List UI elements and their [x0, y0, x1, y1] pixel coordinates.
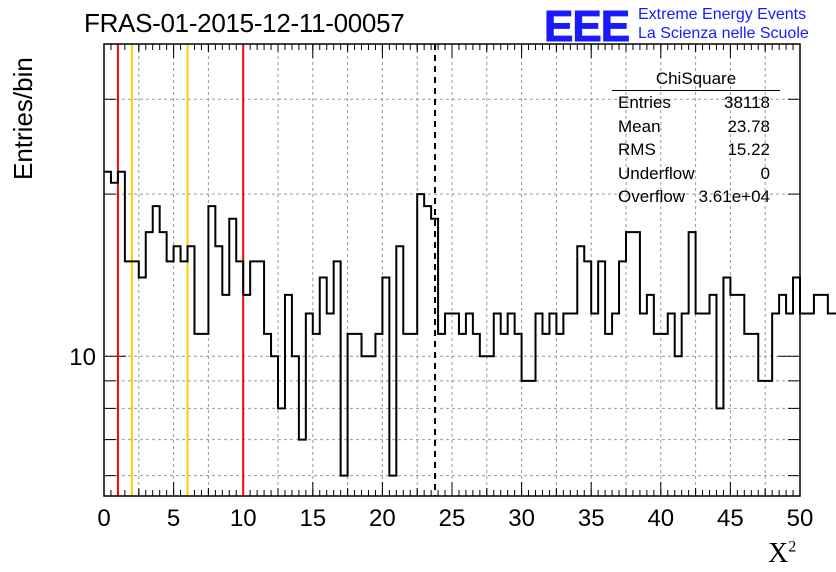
x-tick-label: 45 [717, 505, 744, 532]
stats-label: Overflow [618, 187, 686, 207]
stats-box-title: ChiSquare [612, 68, 780, 91]
x-tick-label: 20 [369, 505, 396, 532]
x-tick-label: 0 [97, 505, 110, 532]
stats-label: RMS [618, 140, 656, 160]
x-axis-label-base: X [768, 538, 789, 569]
logo-line-2: La Scienza nelle Scuole [638, 25, 809, 42]
axis-ticks [103, 44, 801, 496]
x-tick-label: 35 [578, 505, 605, 532]
stats-row-overflow: Overflow 3.61e+04 [612, 185, 780, 209]
stats-row-rms: RMS 15.22 [612, 138, 780, 162]
histogram-series [104, 170, 836, 477]
reference-lines [116, 44, 437, 496]
y-tick-labels: 10 [69, 344, 96, 371]
x-tick-labels: 0 5 10 15 20 25 30 35 40 45 50 [97, 505, 813, 532]
stats-value: 3.61e+04 [698, 187, 770, 207]
stats-label: Underflow [618, 163, 695, 183]
x-tick-label: 5 [167, 505, 180, 532]
y-axis-label: Entries/bin [8, 57, 38, 180]
stats-row-underflow: Underflow 0 [612, 162, 780, 186]
stats-value: 23.78 [727, 116, 770, 136]
logo-line-1: Extreme Energy Events [638, 6, 807, 23]
x-tick-label: 30 [508, 505, 535, 532]
grid-lines [104, 44, 800, 496]
x-tick-label: 15 [299, 505, 326, 532]
stats-value: 38118 [723, 93, 770, 112]
stats-value: 15.22 [727, 140, 770, 160]
stats-label: Entries [618, 93, 671, 112]
eee-logo: EEE [543, 2, 630, 52]
x-axis-label-superscript: 2 [788, 538, 797, 556]
stats-row-mean: Mean 23.78 [612, 115, 780, 139]
y-tick-label: 10 [69, 344, 96, 371]
x-tick-label: 40 [647, 505, 674, 532]
stats-row-entries: Entries 38118 [612, 91, 780, 115]
x-axis-label: X2 [768, 538, 796, 570]
x-tick-label: 25 [439, 505, 466, 532]
stats-value: 0 [760, 163, 770, 183]
x-tick-label: 50 [787, 505, 814, 532]
plot-frame [103, 43, 801, 497]
x-tick-label: 10 [230, 505, 257, 532]
stats-box: ChiSquare Entries 38118 Mean 23.78 RMS 15.2… [612, 68, 780, 209]
chart-title: FRAS-01-2015-12-11-00057 [84, 8, 405, 38]
stats-label: Mean [618, 116, 661, 136]
